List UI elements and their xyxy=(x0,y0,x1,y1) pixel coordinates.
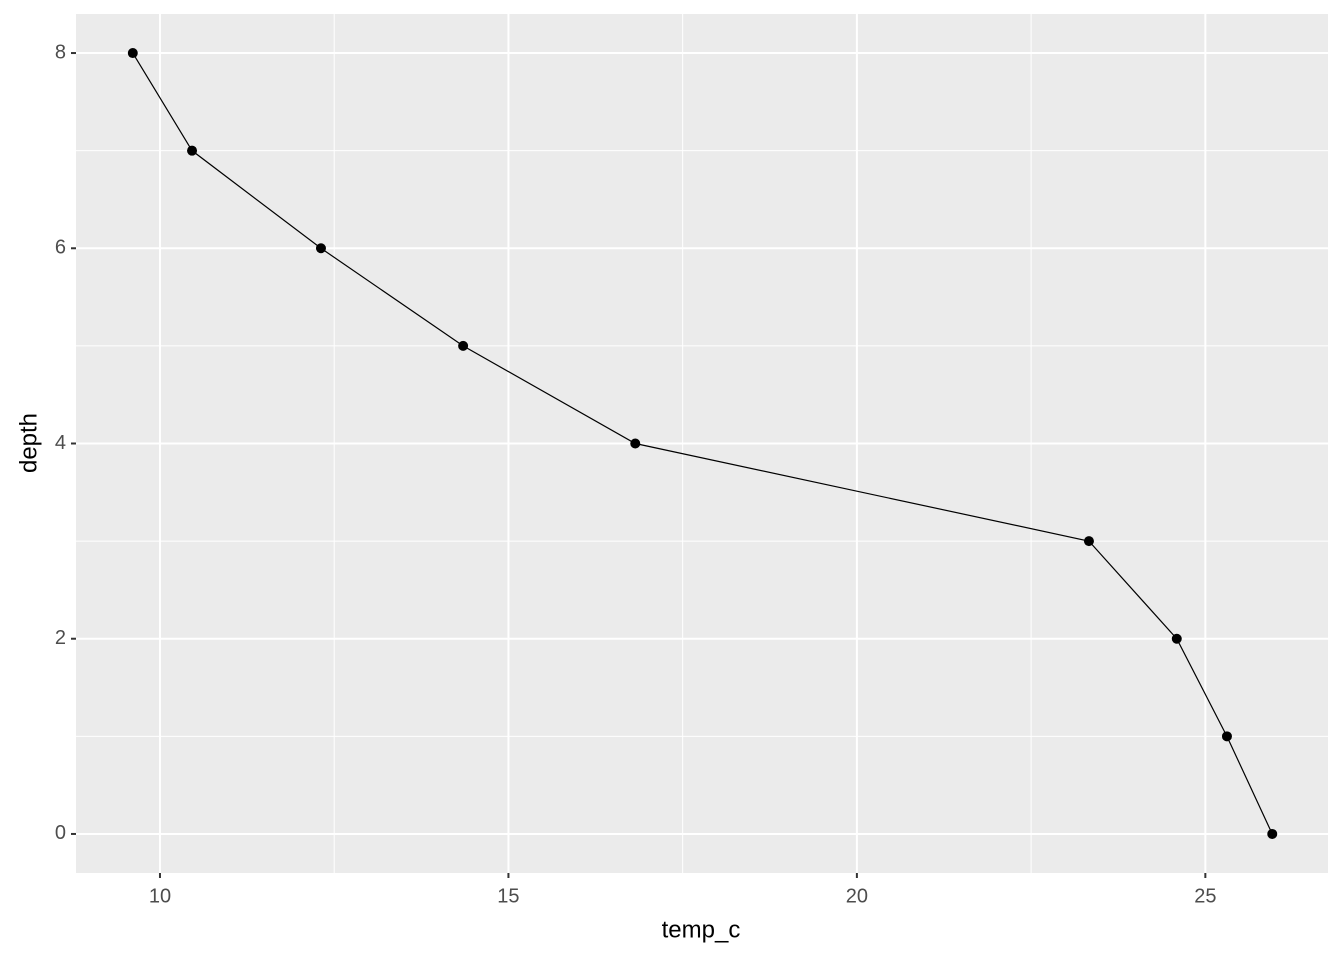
x-tick-label: 25 xyxy=(1194,885,1216,907)
x-tick-label: 20 xyxy=(846,885,868,907)
point xyxy=(187,145,198,156)
y-tick-label: 4 xyxy=(55,432,66,454)
point xyxy=(1221,731,1232,742)
point xyxy=(1083,536,1094,547)
y-tick-label: 8 xyxy=(55,41,66,63)
y-tick-label: 0 xyxy=(55,822,66,844)
x-tick-label: 15 xyxy=(497,885,519,907)
point xyxy=(458,340,469,351)
point xyxy=(1171,633,1182,644)
point xyxy=(1267,828,1278,839)
point xyxy=(630,438,641,449)
x-axis-title: temp_c xyxy=(662,916,741,943)
y-tick-label: 6 xyxy=(55,237,66,259)
y-tick-label: 2 xyxy=(55,627,66,649)
point xyxy=(315,243,326,254)
y-axis-title: depth xyxy=(15,413,42,473)
x-tick-label: 10 xyxy=(149,885,171,907)
point xyxy=(127,48,138,59)
